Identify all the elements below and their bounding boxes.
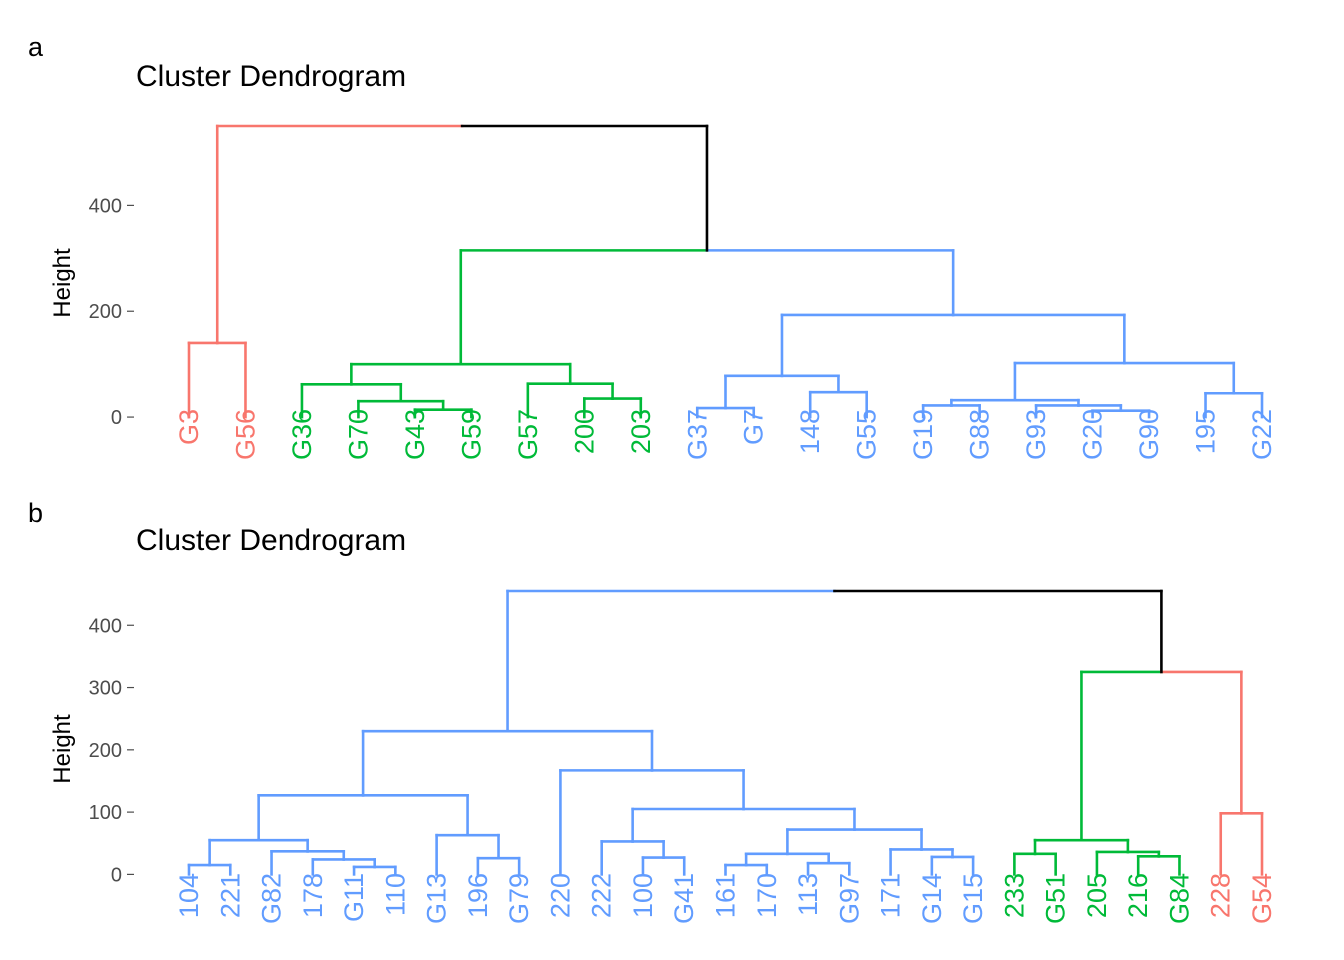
leaf-label: 113 [793, 873, 823, 916]
leaf-label: G54 [1247, 873, 1277, 924]
leaf-labels: G3 G56 G36 G70 G43 G59 G57 200 203 G37 G7 148 G55 G19… [174, 409, 1277, 460]
leaf-label: 222 [587, 873, 617, 918]
leaf-label: G55 [852, 409, 882, 460]
leaf-label: G19 [908, 409, 938, 460]
leaf-label: G7 [739, 409, 769, 445]
leaf-label: 148 [795, 409, 825, 454]
leaf-label: G13 [422, 873, 452, 924]
leaf-label: 196 [463, 873, 493, 918]
leaf-label: G43 [400, 409, 430, 460]
panel-b: b Cluster Dendrogram 0 100 200 300 400 Height… [0, 470, 1344, 960]
panel-a: a Cluster Dendrogram 0 200 400 Height G3 G56 G… [0, 0, 1344, 470]
y-axis: 0 100 200 300 400 [89, 615, 134, 886]
leaf-label: 205 [1082, 873, 1112, 918]
leaf-label: G15 [958, 873, 988, 924]
leaf-label: G37 [682, 409, 712, 460]
leaf-label: G97 [834, 873, 864, 924]
leaf-label: 100 [628, 873, 658, 918]
leaf-label: G82 [257, 873, 287, 924]
leaf-label: G41 [669, 873, 699, 924]
leaf-label: G22 [1247, 409, 1277, 460]
leaf-label: 228 [1206, 873, 1236, 918]
leaf-label: G84 [1164, 873, 1194, 924]
leaf-label: 171 [876, 873, 906, 918]
leaf-label: G90 [1134, 409, 1164, 460]
y-axis: 0 200 400 [89, 195, 134, 429]
leaf-label: G11 [339, 873, 369, 922]
leaf-label: 233 [999, 873, 1029, 918]
leaf-label: 220 [545, 873, 575, 918]
y-tick-label: 400 [89, 615, 122, 637]
leaf-label: 203 [626, 409, 656, 454]
panel-label: b [28, 498, 44, 528]
chart-title: Cluster Dendrogram [136, 60, 407, 93]
leaf-label: G20 [1078, 409, 1108, 460]
leaf-label: 170 [752, 873, 782, 918]
leaf-label: 200 [569, 409, 599, 454]
leaf-label: G79 [504, 873, 534, 924]
leaf-label: G14 [917, 873, 947, 924]
leaf-labels: 104 221 G82 178 G11 110 G13 196 G79 220 222 100 G41 1… [174, 873, 1277, 924]
leaf-label: G70 [343, 409, 373, 460]
y-tick-label: 400 [89, 195, 122, 217]
leaf-label: 104 [174, 873, 204, 918]
branches [187, 124, 1264, 419]
y-axis-label: Height [49, 248, 76, 318]
y-tick-label: 0 [111, 407, 122, 429]
y-tick-label: 0 [111, 864, 122, 886]
leaf-label: G57 [513, 409, 543, 460]
panel-label: a [28, 32, 44, 62]
leaf-label: G3 [174, 409, 204, 445]
leaf-label: G36 [287, 409, 317, 460]
leaf-label: G59 [456, 409, 486, 460]
leaf-label: G93 [1021, 409, 1051, 460]
y-tick-label: 300 [89, 678, 122, 700]
leaf-label: 110 [380, 873, 410, 916]
y-tick-label: 200 [89, 740, 122, 762]
leaf-label: 216 [1123, 873, 1153, 918]
leaf-label: 195 [1191, 409, 1221, 454]
leaf-label: G51 [1041, 873, 1071, 924]
chart-title: Cluster Dendrogram [136, 524, 407, 557]
y-axis-label: Height [49, 714, 76, 784]
leaf-label: G88 [965, 409, 995, 460]
leaf-label: G56 [230, 409, 260, 460]
leaf-label: 178 [298, 873, 328, 918]
dendrogram-b: 0 100 200 300 400 Height 104 221 G82 178 G11 110 G13… [49, 589, 1277, 924]
leaf-label: 221 [215, 873, 245, 918]
y-tick-label: 100 [89, 802, 122, 824]
leaf-label: 161 [711, 873, 741, 918]
y-tick-label: 200 [89, 301, 122, 323]
branches [187, 589, 1264, 876]
